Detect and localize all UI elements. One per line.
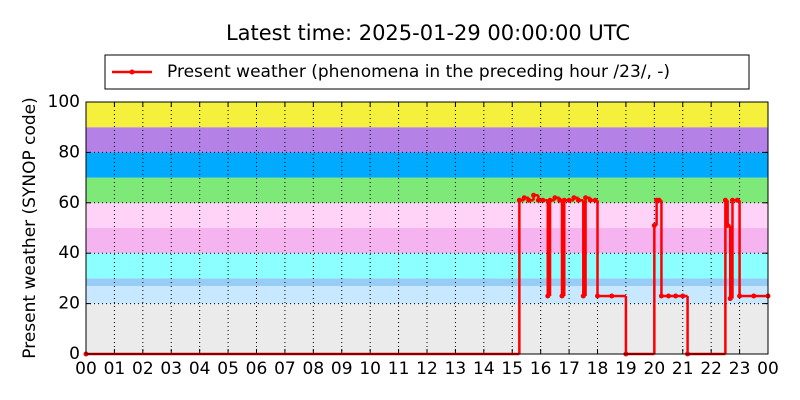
data-point: [725, 222, 731, 228]
x-tick-label: 09: [331, 359, 353, 379]
data-point: [526, 197, 532, 203]
x-tick-label: 06: [246, 359, 268, 379]
data-point: [729, 197, 735, 203]
legend-label: Present weather (phenomena in the preced…: [167, 62, 670, 82]
plot-frame: [85, 101, 769, 355]
data-point: [592, 197, 598, 203]
data-point: [656, 197, 662, 203]
data-point: [559, 293, 565, 299]
data-point: [737, 293, 743, 299]
y-tick-label: 0: [69, 344, 80, 364]
x-tick-label: 23: [729, 359, 751, 379]
y-tick-label: 20: [58, 294, 80, 314]
data-point: [734, 197, 740, 203]
data-point: [571, 195, 577, 201]
background-band: [86, 228, 768, 254]
data-point: [595, 293, 600, 299]
x-tick-label: 20: [644, 359, 666, 379]
data-point: [545, 293, 551, 299]
data-point: [583, 195, 589, 201]
data-point: [580, 293, 586, 299]
data-point: [609, 293, 615, 299]
legend-box: [104, 54, 750, 90]
data-point: [566, 197, 572, 203]
data-point: [727, 296, 733, 302]
data-point: [575, 197, 581, 203]
data-point: [658, 293, 664, 299]
data-point: [751, 293, 757, 299]
x-tick-label: 14: [473, 359, 495, 379]
x-tick-label: 17: [558, 359, 580, 379]
y-axis-label: Present weather (SYNOP code): [20, 97, 40, 358]
data-point: [680, 293, 686, 299]
x-tick-label: 16: [530, 359, 552, 379]
background-band: [86, 152, 768, 178]
data-point: [673, 293, 679, 299]
x-tick-label: 08: [303, 359, 325, 379]
data-point: [535, 197, 541, 203]
y-tick-label: 100: [48, 92, 80, 112]
data-point: [561, 197, 567, 203]
x-tick-label: 12: [416, 359, 438, 379]
x-tick-label: 19: [615, 359, 637, 379]
data-point: [587, 197, 593, 203]
y-tick-label: 40: [58, 243, 80, 263]
x-tick-label: 10: [359, 359, 381, 379]
y-tick-label: 80: [58, 142, 80, 162]
x-tick-label: 00: [757, 359, 779, 379]
data-point: [547, 197, 553, 203]
x-tick-label: 05: [217, 359, 239, 379]
x-tick-label: 02: [132, 359, 154, 379]
data-point: [552, 195, 558, 201]
data-point: [516, 197, 522, 203]
data-point: [531, 192, 537, 198]
data-point: [651, 222, 657, 228]
legend-marker: [129, 69, 135, 75]
chart-title: Latest time: 2025-01-29 00:00:00 UTC: [226, 21, 630, 45]
x-tick-label: 13: [445, 359, 467, 379]
x-tick-label: 04: [189, 359, 211, 379]
data-point: [521, 195, 527, 201]
x-tick-label: 18: [587, 359, 609, 379]
data-point: [540, 197, 546, 203]
x-tick-label: 01: [104, 359, 126, 379]
x-tick-label: 15: [501, 359, 523, 379]
x-tick-label: 22: [700, 359, 722, 379]
x-tick-label: 11: [388, 359, 410, 379]
data-point: [666, 293, 672, 299]
x-tick-label: 07: [274, 359, 296, 379]
x-tick-label: 03: [160, 359, 182, 379]
data-point: [557, 197, 563, 203]
x-tick-label: 00: [75, 359, 97, 379]
background-band: [86, 127, 768, 153]
y-tick-label: 60: [58, 193, 80, 213]
x-tick-label: 21: [672, 359, 694, 379]
data-point: [722, 197, 728, 203]
